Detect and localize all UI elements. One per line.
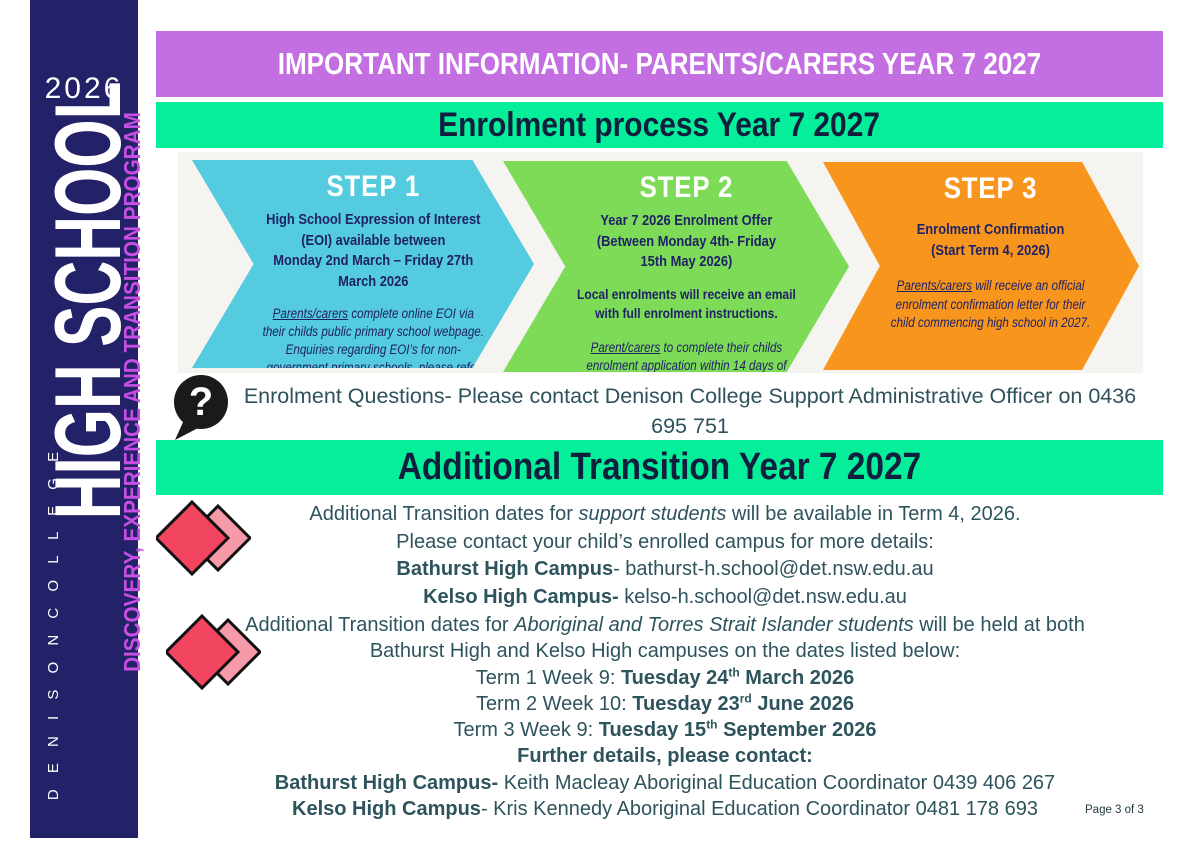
atsi-line2: Bathurst High and Kelso High campuses on… — [369, 640, 961, 663]
step-1-title: STEP 1 — [326, 170, 421, 203]
step-2-arrow: STEP 2 Year 7 2026 Enrolment Offer (Betw… — [503, 161, 849, 372]
sidebar-brand-bar: 2026 D E N I S O N C O L L E G E HIGH SC… — [30, 0, 145, 838]
step-1-note: Parents/carers complete online EOI via t… — [262, 305, 484, 394]
enrolment-questions-line1: Enrolment Questions- Please contact Deni… — [243, 384, 1137, 438]
support-line2: Please contact your child’s enrolled cam… — [396, 530, 934, 553]
support-students-section: Additional Transition dates for support … — [250, 501, 1080, 611]
banner-enrolment-process: Enrolment process Year 7 2027 — [156, 102, 1163, 148]
step-3-note: Parents/carers will receive an official … — [890, 278, 1091, 330]
support-kelso-contact: Kelso High Campus- kelso-h.school@det.ns… — [423, 585, 907, 608]
step-1-heading: High School Expression of Interest (EOI)… — [266, 211, 481, 291]
atsi-students-section: Additional Transition dates for Aborigin… — [170, 612, 1160, 822]
year-label: 2026 — [44, 72, 124, 105]
diamond-bullet-icon — [163, 612, 263, 697]
step-2-heading: Year 7 2026 Enrolment Offer (Between Mon… — [596, 212, 777, 271]
banner-important-information: IMPORTANT INFORMATION- PARENTS/CARERS YE… — [156, 31, 1163, 97]
support-line1: Additional Transition dates for support … — [309, 503, 1021, 525]
term-date-row: Term 1 Week 9: Tuesday 24th March 2026 — [475, 664, 855, 689]
program-name-vertical: DISCOVERY, EXPERIENCE AND TRANSITION PRO… — [118, 112, 145, 672]
page-number: Page 3 of 3 — [1085, 804, 1144, 816]
question-icon: ? — [170, 374, 234, 447]
term-date-row: Term 2 Week 10: Tuesday 23rd June 2026 — [475, 691, 855, 715]
enrolment-steps-panel: STEP 1 High School Expression of Interes… — [178, 152, 1143, 373]
step-3-heading: Enrolment Confirmation (Start Term 4, 20… — [916, 221, 1065, 259]
banner-additional-transition: Additional Transition Year 7 2027 — [156, 440, 1163, 495]
svg-text:?: ? — [189, 380, 213, 424]
atsi-bathurst-contact: Bathurst High Campus- Keith Macleay Abor… — [274, 771, 1056, 794]
further-details-heading: Further details, please contact: — [517, 745, 813, 768]
step-2-title: STEP 2 — [639, 171, 734, 204]
step-3-title: STEP 3 — [943, 172, 1038, 205]
diamond-bullet-icon — [153, 498, 253, 583]
atsi-kelso-contact: Kelso High Campus- Kris Kennedy Aborigin… — [292, 798, 1038, 821]
question-bubble-icon: ? — [174, 375, 228, 440]
step-2-note: Parent/carers to complete their childs e… — [586, 339, 787, 392]
support-bathurst-contact: Bathurst High Campus- bathurst-h.school@… — [396, 558, 934, 580]
step-2-info: Local enrolments will receive an email w… — [576, 286, 796, 321]
step-1-arrow: STEP 1 High School Expression of Interes… — [192, 160, 534, 368]
step-3-arrow: STEP 3 Enrolment Confirmation (Start Ter… — [823, 162, 1139, 370]
term-date-row: Term 3 Week 9: Tuesday 15th September 20… — [453, 717, 877, 742]
atsi-line1: Additional Transition dates for Aborigin… — [245, 614, 1085, 636]
